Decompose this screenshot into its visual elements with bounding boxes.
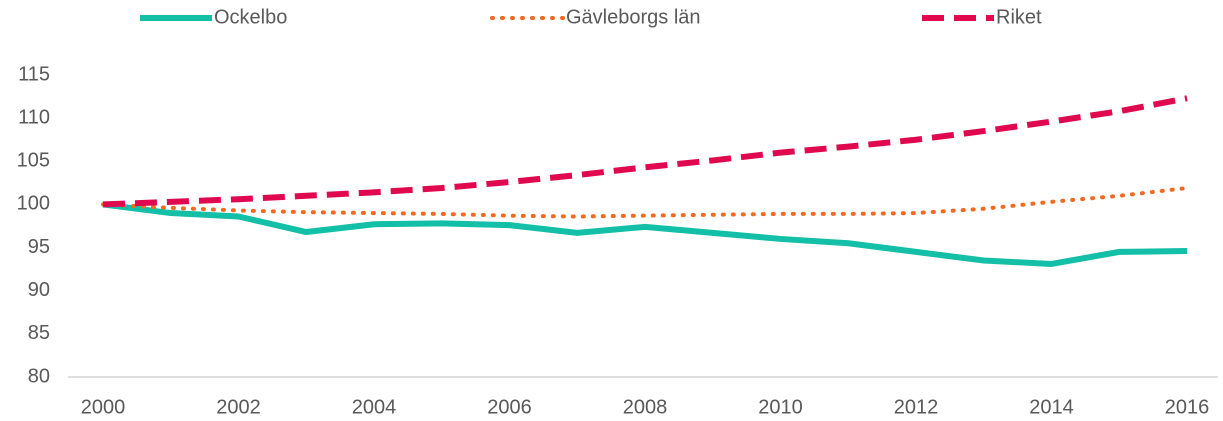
y-tick-label: 110: [18, 106, 50, 128]
series-line: [102, 95, 1188, 208]
x-tick-label: 2012: [894, 396, 939, 418]
y-tick-label: 115: [18, 63, 50, 85]
y-tick-label: 85: [28, 322, 50, 344]
legend-label: Ockelbo: [214, 6, 287, 28]
y-tick-label: 95: [28, 236, 50, 258]
x-tick-label: 2016: [1165, 396, 1210, 418]
legend-label: Riket: [996, 6, 1042, 28]
x-tick-label: 2010: [758, 396, 803, 418]
y-tick-label: 105: [17, 150, 50, 172]
y-tick-label: 100: [17, 193, 50, 215]
x-tick-label: 2002: [216, 396, 261, 418]
x-tick-label: 2008: [623, 396, 668, 418]
x-tick-label: 2006: [487, 396, 532, 418]
legend-label: Gävleborgs län: [566, 6, 701, 28]
x-tick-label: 2014: [1029, 396, 1074, 418]
x-tick-label: 2000: [81, 396, 126, 418]
x-tick-label: 2004: [352, 396, 397, 418]
y-tick-label: 90: [28, 279, 50, 301]
series-line: [102, 201, 1188, 267]
y-tick-label: 80: [28, 365, 50, 387]
series-line: [101, 186, 1189, 219]
